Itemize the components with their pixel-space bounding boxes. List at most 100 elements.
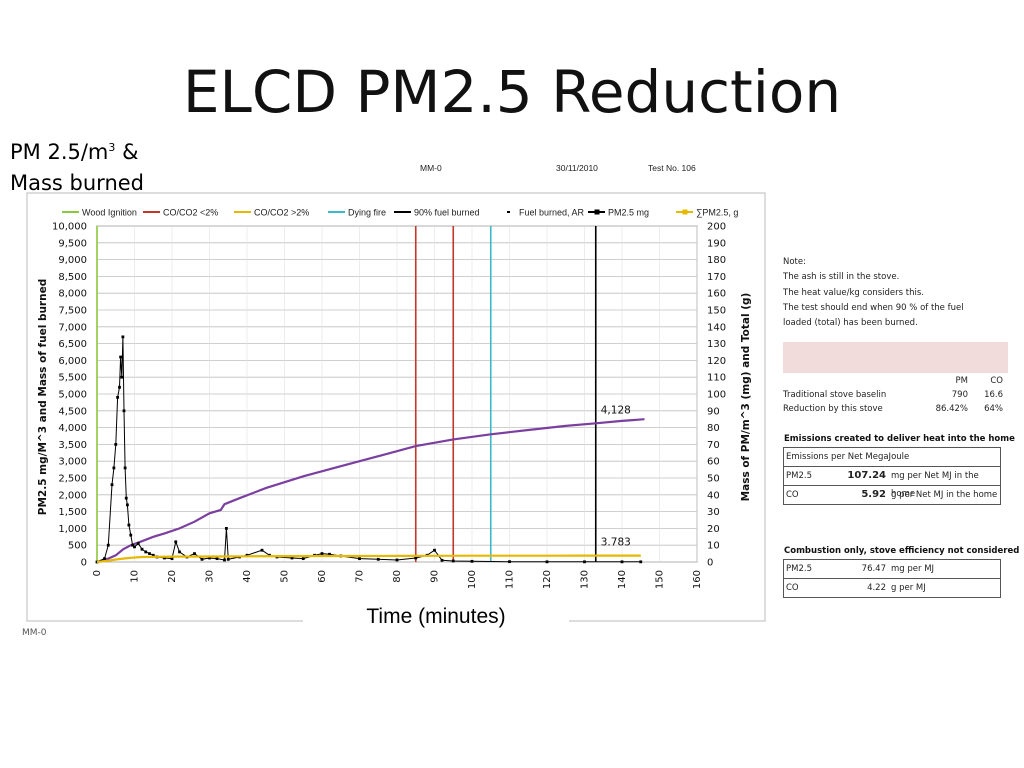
y-left-tick-label: 6,000	[58, 356, 87, 367]
col-pm: PM	[955, 376, 968, 386]
pm25-point	[129, 533, 133, 537]
y-left-tick-label: 1,000	[58, 524, 87, 535]
legend-pm2-5-g-marker	[682, 209, 688, 215]
y-right-tick-label: 190	[707, 238, 726, 249]
y-left-tick-label: 7,000	[58, 322, 87, 333]
chart-header-test: Test No. 106	[648, 163, 696, 173]
y-right-tick-label: 200	[707, 222, 726, 233]
pm25-point	[151, 553, 155, 557]
y-left-tick-label: 500	[68, 541, 87, 552]
y-right-axis-title-text: Mass of PM/m^3 (mg) and Total (g)	[740, 293, 752, 502]
pm25-point	[200, 557, 204, 561]
notes-heading: Note:	[783, 257, 806, 267]
y-right-tick-label: 160	[707, 289, 726, 300]
pm25-point	[508, 560, 511, 564]
pm25-point	[110, 483, 114, 487]
y-caption-line1: PM 2.5/m	[10, 140, 109, 164]
pm25-point	[358, 557, 361, 561]
chart-header-id: MM-0	[420, 163, 442, 173]
notes-line: The test should end when 90 % of the fue…	[783, 302, 964, 313]
x-tick-label: 150	[655, 570, 666, 589]
legend-co-co2-2-label: CO/CO2 >2%	[254, 208, 309, 218]
x-tick-label: 130	[580, 570, 591, 589]
x-tick-label: 80	[392, 570, 403, 583]
vertical-markers	[96, 226, 597, 562]
chart-header-date: 30/11/2010	[556, 163, 598, 173]
pm25-point	[320, 552, 324, 555]
pm25-point	[124, 496, 128, 500]
y-right-tick-label: 90	[707, 406, 720, 417]
pm-label: PM2.5	[786, 471, 812, 481]
combustion-title: Combustion only, stove efficiency not co…	[784, 546, 1020, 556]
x-tick-label: 140	[617, 570, 628, 589]
y-right-tick-label: 110	[707, 373, 726, 384]
emissions-table: Emissions per Net MegaJoule PM2.5 107.24…	[783, 447, 1001, 505]
y-right-tick-label: 60	[707, 457, 720, 468]
row-label: Reduction by this stove	[783, 404, 883, 414]
highlight-band	[783, 342, 1008, 373]
x-tick-label: 70	[355, 570, 366, 583]
combustion-table: PM2.5 76.47 mg per MJ CO 4.22 g per MJ	[783, 559, 1001, 598]
pm25-point	[120, 375, 124, 379]
pm25-point	[114, 443, 118, 446]
legend-co-co2-2-label: CO/CO2 <2%	[163, 208, 218, 218]
x-tick-label: 50	[280, 570, 291, 583]
y-left-tick-label: 7,500	[58, 306, 87, 317]
notes-line: The heat value/kg considers this.	[783, 287, 924, 298]
baseline-row: Traditional stove baselin 790 16.6	[783, 388, 1003, 402]
row-pm: 86.42%	[935, 404, 968, 414]
y-right-tick-label: 50	[707, 474, 720, 485]
pm25-point	[376, 557, 380, 561]
y-right-tick-label: 140	[707, 322, 726, 333]
series-pm2-5-g-line	[96, 554, 641, 564]
pm25-point	[451, 559, 455, 563]
y-left-tick-label: 1,500	[58, 507, 87, 518]
legend-wood-ignition-label: Wood Ignition	[82, 208, 137, 218]
pm25-point	[170, 557, 174, 561]
y-left-tick-label: 2,000	[58, 490, 87, 501]
pm25-point	[163, 556, 166, 560]
pm25-point	[301, 557, 305, 561]
chart-annotations: 4,128 3.783	[601, 404, 631, 548]
y-right-tick-label: 30	[707, 507, 720, 518]
pm25-point	[131, 543, 135, 547]
x-tick-label: 30	[205, 570, 216, 583]
y-right-tick-label: 10	[707, 541, 720, 552]
legend-pm2-5-mg-marker	[594, 209, 600, 215]
pm25-point	[140, 547, 144, 551]
pm25-point	[148, 552, 151, 555]
notes-line: loaded (total) has been burned.	[783, 318, 918, 329]
legend-fuel-burned-ar-label: Fuel burned, AR	[519, 208, 585, 218]
y-caption-amp: &	[115, 140, 139, 164]
pm25-point	[112, 466, 116, 470]
y-right-tick-label: 20	[707, 524, 720, 535]
x-tick-label: 40	[242, 570, 253, 583]
y-left-tick-label: 8,500	[58, 272, 87, 283]
y-left-tick-label: 4,500	[58, 406, 87, 417]
y-right-tick-labels: 0 10 20 30 40 50 60 70 80 90 100 110 120 130 140 150 160…	[707, 222, 726, 569]
data-label: 4,128	[601, 404, 631, 416]
x-axis-caption: Time (minutes)	[303, 596, 569, 634]
pm25-point	[224, 527, 228, 530]
y-right-tick-label: 130	[707, 339, 726, 350]
pm-value: 76.47	[861, 564, 886, 574]
combustion-co-row: CO 4.22 g per MJ	[784, 579, 1000, 597]
emissions-header-row: Emissions per Net MegaJoule	[784, 448, 1000, 467]
y-left-tick-label: 8,000	[58, 289, 87, 300]
row-co: 64%	[984, 404, 1003, 414]
pm25-point	[260, 548, 264, 552]
pm25-point	[123, 466, 127, 470]
pm25-point	[328, 552, 331, 556]
notes-panel: Note: The ash is still in the stove. The…	[783, 255, 1013, 331]
y-left-tick-label: 2,500	[58, 474, 87, 485]
y-left-tick-label: 6,500	[58, 339, 87, 350]
x-tick-label: 160	[692, 570, 703, 589]
pm25-point	[414, 556, 418, 560]
pm-unit: mg per MJ	[891, 564, 935, 574]
pm-value: 107.24	[847, 470, 886, 481]
x-tick-label: 120	[542, 570, 553, 589]
x-tick-label: 60	[317, 570, 328, 583]
y-right-tick-label: 150	[707, 306, 726, 317]
x-tick-label: 0	[92, 570, 103, 576]
pm25-point	[545, 560, 549, 564]
